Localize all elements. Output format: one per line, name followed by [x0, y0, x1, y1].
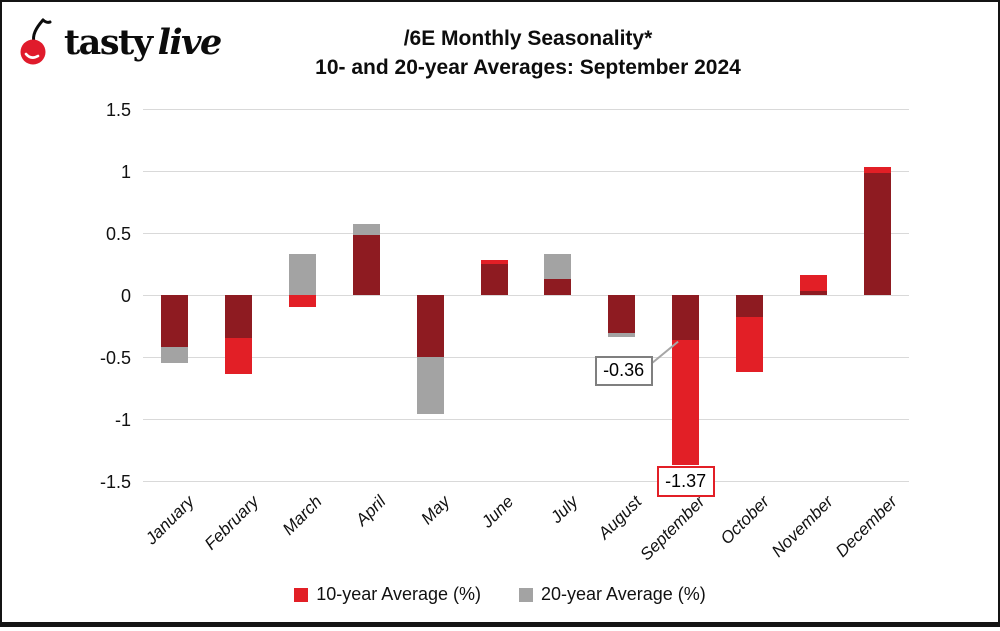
x-axis-label-october: October [716, 492, 773, 549]
x-axis-label-december: December [831, 492, 901, 561]
logo-text-tasty: tasty [64, 21, 153, 63]
bar-january-20-year [161, 347, 189, 364]
bar-march-10-year [289, 295, 317, 308]
x-axis-label-january: January [142, 492, 199, 549]
bar-april-overlap [352, 235, 380, 295]
bar-december-10-year [863, 167, 891, 174]
y-axis-tick-0.5: 0.5 [105, 224, 131, 244]
gridline--0.5 [143, 356, 909, 358]
y-axis-tick-1.5: 1.5 [105, 100, 131, 120]
gridline-0.5 [143, 232, 909, 234]
bar-april-20-year [352, 224, 380, 236]
bar-november-overlap [799, 291, 827, 295]
x-axis-label-august: August [594, 492, 646, 543]
gridline-1.5 [143, 108, 909, 110]
bar-august-20-year [608, 333, 636, 338]
legend-label: 20-year Average (%) [541, 584, 706, 604]
logo-text-live: live [157, 21, 223, 63]
gridline--1.5 [143, 480, 909, 482]
legend-item-20-year-average-: 20-year Average (%) [519, 584, 706, 605]
gridline-0 [143, 294, 909, 296]
x-axis-label-september: September [636, 492, 710, 565]
bar-june-10-year [480, 260, 508, 264]
y-axis-tick-0: 0 [120, 286, 131, 306]
y-axis-tick--0.5: -0.5 [99, 348, 131, 368]
bar-october-10-year [735, 317, 763, 372]
bar-march-20-year [289, 254, 317, 295]
bar-june-overlap [480, 264, 508, 295]
bar-july-20-year [544, 254, 572, 279]
gridline--1 [143, 418, 909, 420]
x-axis-label-june: June [478, 492, 518, 532]
callout-10-year-average--september: -1.37 [656, 465, 715, 497]
chart-subtitle: 10- and 20-year Averages: September 2024 [315, 56, 741, 79]
bar-october-overlap [735, 295, 763, 318]
x-axis-label-march: March [279, 492, 327, 539]
chart-legend: 10-year Average (%) 20-year Average (%) [2, 584, 998, 605]
legend-swatch-icon [294, 587, 309, 602]
chart-title-block: /6E Monthly Seasonality* 10- and 20-year… [145, 24, 911, 82]
cherry-icon [20, 18, 52, 65]
seasonality-bar-chart: 1.5 1 0.5 0 -0.5 -1 -1.5 January February March Ap… [2, 2, 998, 622]
bar-february-10-year [225, 338, 253, 375]
legend-swatch-icon [519, 587, 533, 602]
legend-label: 10-year Average (%) [316, 584, 481, 604]
tastylive-logo: tasty live [18, 16, 223, 68]
chart-title: /6E Monthly Seasonality* [403, 27, 653, 50]
x-axis-label-february: February [200, 492, 263, 554]
bar-september-overlap [672, 295, 700, 340]
bar-may-overlap [416, 295, 444, 357]
y-axis-tick--1.5: -1.5 [99, 472, 131, 492]
bar-february-overlap [225, 295, 253, 339]
bar-may-20-year [416, 357, 444, 415]
bar-december-overlap [863, 173, 891, 295]
bar-july-overlap [544, 278, 572, 295]
bar-november-10-year [799, 275, 827, 292]
bar-january-overlap [161, 295, 189, 348]
legend-item-10-year-average-: 10-year Average (%) [294, 584, 481, 605]
y-axis-tick--1: -1 [114, 410, 131, 430]
y-axis-tick-1: 1 [120, 162, 131, 182]
bar-august-overlap [608, 295, 636, 334]
x-axis-label-november: November [767, 492, 837, 561]
x-axis-label-july: July [546, 492, 582, 527]
gridline-1 [143, 170, 909, 172]
x-axis-label-april: April [352, 492, 390, 530]
callout-20-year-average--september: -0.36 [594, 355, 653, 386]
bar-september-10-year [672, 339, 700, 465]
x-axis-label-may: May [417, 492, 454, 529]
